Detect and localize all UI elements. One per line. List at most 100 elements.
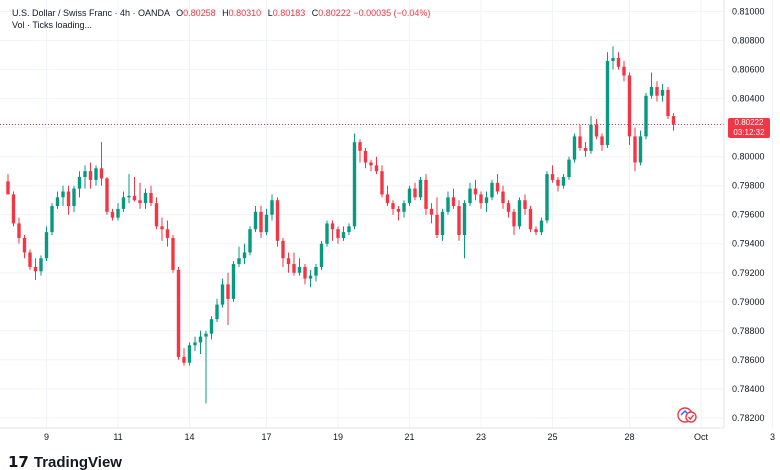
candle-body (182, 356, 186, 363)
candle (215, 298, 219, 323)
candle (385, 185, 390, 207)
candle-body (209, 319, 214, 334)
candle (336, 226, 340, 244)
candle (182, 348, 186, 366)
candle-body (512, 211, 516, 227)
candle-body (319, 243, 324, 267)
candles (6, 46, 676, 404)
candle (83, 165, 87, 189)
candle (633, 127, 637, 172)
candle (176, 266, 181, 360)
candle-body (446, 197, 450, 212)
candle-body (391, 203, 395, 209)
candle (396, 206, 401, 221)
price-tick-label: 0.80800 (732, 36, 765, 46)
candle (187, 342, 192, 366)
candle (33, 258, 38, 281)
candle (622, 60, 626, 82)
candle (517, 197, 522, 230)
tradingview-badge-icon[interactable] (676, 406, 698, 424)
candle (644, 92, 648, 140)
candle (391, 200, 395, 215)
candle (671, 113, 676, 131)
candle (99, 142, 104, 186)
candle-body (11, 194, 16, 224)
change-value: −0.00035 (−0.04%) (353, 8, 431, 18)
candle-body (495, 182, 500, 192)
candle (572, 133, 577, 163)
candle (72, 185, 76, 212)
candle (275, 197, 280, 247)
candle-body (6, 181, 10, 195)
candle (44, 226, 49, 262)
candle (380, 165, 384, 198)
symbol-title[interactable]: U.S. Dollar / Swiss Franc · 4h · OANDA (12, 8, 170, 18)
candle-body (407, 188, 412, 204)
chart-legend: U.S. Dollar / Swiss Franc · 4h · OANDA O… (12, 7, 430, 31)
candle (561, 174, 566, 189)
time-tick-label: 21 (404, 432, 414, 442)
candle-body (28, 252, 32, 267)
candle (281, 237, 285, 267)
candle (286, 252, 291, 273)
candle-body (539, 220, 544, 233)
candle (545, 171, 549, 224)
candle-body (275, 200, 280, 241)
tradingview-logo[interactable]: 17 TradingView (8, 455, 122, 470)
candle-body (633, 136, 637, 163)
candle (319, 240, 324, 270)
candle (528, 206, 533, 233)
candle (226, 272, 230, 325)
candle-body (231, 264, 236, 299)
price-tick-label: 0.79400 (732, 239, 765, 249)
candle-body (385, 194, 390, 204)
candle-body (556, 179, 560, 186)
last-price-tag: 0.80222 03:12:32 (728, 118, 770, 139)
candle (649, 72, 654, 99)
candle (490, 179, 494, 201)
candle (94, 165, 98, 186)
candle (600, 133, 604, 151)
candle (352, 133, 357, 230)
time-tick-label: 3 (770, 432, 775, 442)
candle-body (88, 171, 93, 180)
candle (512, 208, 516, 236)
candle (220, 278, 225, 308)
candle-body (336, 229, 340, 238)
candle (171, 235, 175, 273)
candle-body (171, 237, 175, 270)
time-axis[interactable]: 91114171921232528Oct35791113 (0, 427, 780, 442)
candle-body (671, 116, 676, 125)
legend-ohlc-row: U.S. Dollar / Swiss Franc · 4h · OANDA O… (12, 7, 430, 19)
candle-body (550, 174, 555, 180)
candle (121, 191, 126, 212)
candle-body (561, 177, 566, 186)
candle-body (484, 197, 489, 204)
candle-body (440, 211, 445, 236)
candle-body (215, 304, 219, 320)
candle-body (589, 124, 593, 151)
time-tick-label: 25 (547, 432, 557, 442)
candle (347, 223, 351, 236)
candle-body (237, 258, 241, 265)
candle-body (424, 179, 428, 209)
candle-body (347, 226, 351, 233)
candle (259, 206, 263, 238)
candle-body (462, 203, 467, 236)
candle-body (380, 171, 384, 195)
candle-body (517, 200, 522, 227)
candle (231, 261, 236, 302)
candle (116, 203, 120, 221)
candle (446, 191, 450, 215)
volume-label[interactable]: Vol · Ticks loading... (12, 20, 93, 30)
candle (374, 156, 379, 175)
candle-body (594, 124, 599, 137)
price-tick-label: 0.80000 (732, 152, 765, 162)
candle-body (127, 195, 131, 198)
price-tick-label: 0.78600 (732, 355, 765, 365)
candle (413, 182, 417, 201)
candle (132, 177, 137, 202)
candle (242, 243, 247, 265)
time-tick-label: 28 (624, 432, 634, 442)
